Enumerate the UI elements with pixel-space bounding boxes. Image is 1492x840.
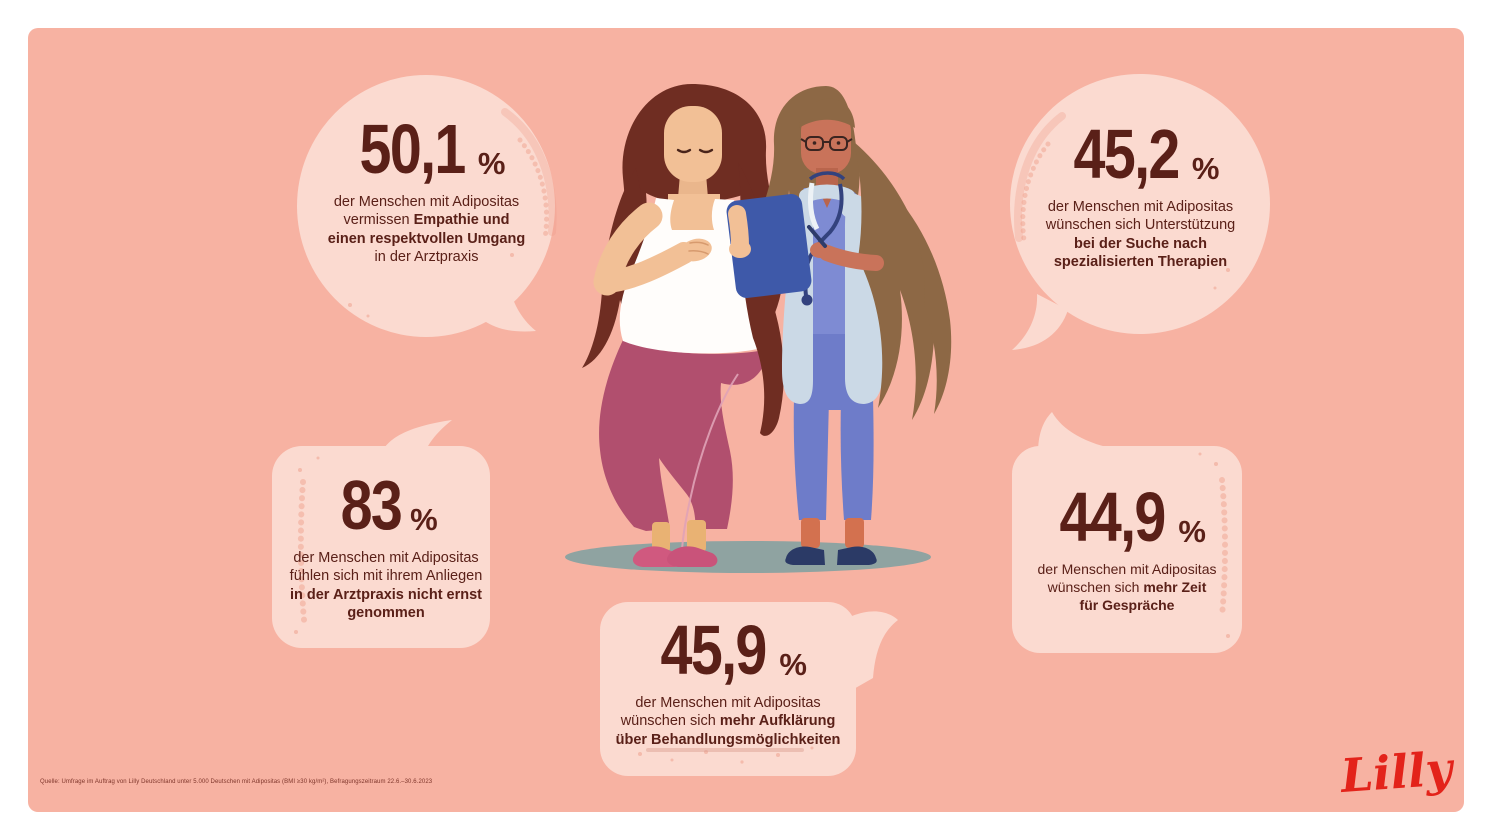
- stat-bubble-unterstuetzung: 45,2% der Menschen mit Adipositas wünsch…: [1038, 117, 1243, 272]
- stat-value: 44,9: [1059, 478, 1167, 556]
- stat-text-bold: in der Arztpraxis nicht ernst genommen: [289, 586, 483, 622]
- stat-text-bold: Empathie und einen respektvollen Umgang: [327, 212, 526, 247]
- stat-value-row: 44,9%: [1037, 480, 1217, 552]
- stat-bubble-gespraeche: 44,9% der Menschen mit Adipositas wünsch…: [1037, 480, 1217, 614]
- stat-bubble-empathie: 50,1% der Menschen mit Adipositas vermis…: [324, 112, 529, 267]
- stat-text-bold: mehr Aufklärung über Behandlungsmöglichk…: [615, 713, 841, 748]
- stat-percent-sign: %: [1178, 514, 1206, 549]
- stat-percent-sign: %: [779, 647, 807, 682]
- stat-description: der Menschen mit Adipositas wünschen sic…: [1038, 198, 1243, 272]
- stat-value: 83: [340, 466, 403, 544]
- stat-percent-sign: %: [477, 146, 506, 181]
- stat-description: der Menschen mit Adipositas wünschen sic…: [1037, 561, 1217, 614]
- stat-value-row: 83%: [286, 468, 486, 540]
- stat-text-pre: der Menschen mit Adipositas vermissen: [333, 194, 520, 229]
- stat-text-pre: der Menschen mit Adipositas wünschen sic…: [1037, 561, 1217, 595]
- stat-text-bold: bei der Suche nach spezialisierten Thera…: [1053, 235, 1228, 271]
- stat-percent-sign: %: [1191, 151, 1220, 186]
- stat-description: der Menschen mit Adipositas vermissen Em…: [324, 193, 529, 267]
- stat-description: der Menschen mit Adipositas wünschen sic…: [611, 694, 845, 749]
- stat-text-pre: der Menschen mit Adipositas wünschen sic…: [620, 695, 821, 730]
- stat-value: 45,2: [1073, 115, 1180, 193]
- stat-bubble-ernst-genommen: 83% der Menschen mit Adipositas fühlen s…: [286, 468, 486, 623]
- stat-description: der Menschen mit Adipositas fühlen sich …: [286, 549, 486, 623]
- stat-text-pre: der Menschen mit Adipositas fühlen sich …: [289, 550, 483, 585]
- stat-bubble-aufklaerung: 45,9% der Menschen mit Adipositas wünsch…: [611, 613, 845, 749]
- footnote-ghost-line: [646, 748, 804, 752]
- stat-percent-sign: %: [410, 502, 438, 537]
- stat-text-post: in der Arztpraxis: [374, 249, 479, 266]
- stat-value-row: 45,2%: [1038, 117, 1243, 189]
- stat-text-bold: mehr Zeit für Gespräche: [1079, 578, 1207, 613]
- stat-value-row: 50,1%: [324, 112, 529, 184]
- source-text: Quelle: Umfrage im Auftrag von Lilly Deu…: [40, 779, 433, 785]
- stat-text-pre: der Menschen mit Adipositas wünschen sic…: [1045, 199, 1236, 234]
- stat-value: 45,9: [660, 611, 768, 689]
- stat-value-row: 45,9%: [611, 613, 845, 685]
- stat-value: 50,1: [359, 110, 466, 188]
